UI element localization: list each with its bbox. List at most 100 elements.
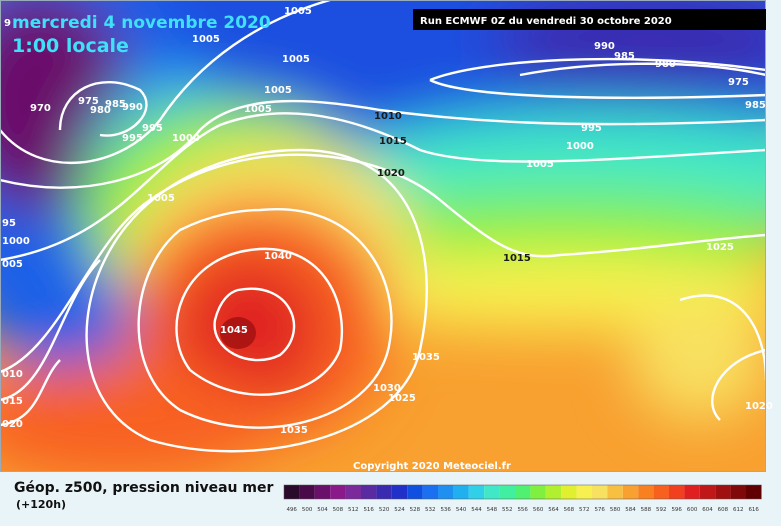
isobar-label: 1005 <box>284 6 312 17</box>
colorbar-label: 580 <box>610 507 621 513</box>
isobar-label: 1005 <box>264 85 292 96</box>
colorbar-swatch <box>715 485 731 499</box>
colorbar-label: 500 <box>302 507 313 513</box>
isobar-label: 1005 <box>282 54 310 65</box>
isobar-label: 985 <box>614 51 635 62</box>
isobar-labels: 1005 1005 1005 1005 970 975 980 985 990 … <box>2 6 773 436</box>
isobar-label: 980 <box>90 105 111 116</box>
colorbar-label: 560 <box>533 507 544 513</box>
colorbar-label: 540 <box>456 507 467 513</box>
colorbar-swatch <box>684 485 700 499</box>
isobar-label: 1020 <box>377 168 405 179</box>
run-label: Run ECMWF 0Z du vendredi 30 octobre 2020 <box>420 16 672 27</box>
colorbar-swatch <box>622 485 639 499</box>
colorbar-swatch <box>345 485 361 499</box>
map-border <box>0 0 766 472</box>
colorbar-swatch <box>453 485 469 499</box>
colorbar-swatch <box>669 485 685 499</box>
colorbar: 496 500 504 508 512 516 520 524 528 532 536 540 544 5… <box>283 484 762 513</box>
colorbar-swatch <box>592 485 608 499</box>
colorbar-swatch <box>407 485 423 499</box>
isobar-label: 020 <box>2 419 23 430</box>
isobar-label: 1015 <box>503 253 531 264</box>
isobar-label: 1025 <box>706 242 734 253</box>
colorbar-label: 556 <box>517 507 528 513</box>
colorbar-label: 616 <box>748 507 759 513</box>
colorbar-swatch <box>499 485 515 499</box>
isobar-label: 970 <box>30 103 51 114</box>
isobar-label: 985 <box>745 100 766 111</box>
colorbar-label: 596 <box>671 507 682 513</box>
colorbar-swatch <box>530 485 546 499</box>
colorbar-border <box>283 484 762 500</box>
isobar-label: 1015 <box>379 136 407 147</box>
isobar-label: 1010 <box>374 111 402 122</box>
isobar-label: 1000 <box>172 133 200 144</box>
colorbar-swatch <box>515 485 531 499</box>
isobar-label: 1005 <box>526 159 554 170</box>
colorbar-label: 564 <box>548 507 559 513</box>
colorbar-label: 592 <box>656 507 667 513</box>
isobar-label: 005 <box>2 259 23 270</box>
isobar-label: 1000 <box>2 236 30 247</box>
colorbar-label: 604 <box>702 507 713 513</box>
isobar-label: 975 <box>78 96 99 107</box>
colorbar-swatch <box>699 485 716 499</box>
colorbar-swatch <box>484 485 500 499</box>
isobar-label: 1020 <box>745 401 773 412</box>
isobar-label: 1005 <box>192 34 220 45</box>
footer-lead: (+120h) <box>16 498 66 511</box>
colorbar-swatch <box>391 485 408 499</box>
colorbar-swatch <box>607 485 623 499</box>
isobar-label: 95 <box>2 218 16 229</box>
colorbar-label: 536 <box>440 507 451 513</box>
colorbar-swatch <box>330 485 346 499</box>
colorbar-swatch <box>438 485 454 499</box>
colorbar-label: 520 <box>379 507 390 513</box>
run-box <box>413 9 766 30</box>
colorbar-label: 548 <box>487 507 498 513</box>
isobar-label: 010 <box>2 369 23 380</box>
colorbar-label: 512 <box>348 507 359 513</box>
isobar-label: 980 <box>655 59 676 70</box>
footer-title: Géop. z500, pression niveau mer <box>14 480 273 496</box>
isobars <box>0 0 766 453</box>
colorbar-label: 576 <box>594 507 605 513</box>
isobar-label: 1040 <box>264 251 292 262</box>
isobar-label: 1000 <box>566 141 594 152</box>
isobar-label: 995 <box>122 133 143 144</box>
isobar-label: 975 <box>728 77 749 88</box>
colorbar-label: 524 <box>394 507 405 513</box>
isobar-label: 1035 <box>412 352 440 363</box>
isobar-label: 990 <box>594 41 615 52</box>
copyright: Copyright 2020 Meteociel.fr <box>353 461 511 472</box>
colorbar-label: 544 <box>471 507 482 513</box>
colorbar-swatch <box>361 485 377 499</box>
isobar-label: 1030 <box>373 383 401 394</box>
colorbar-swatch <box>653 485 669 499</box>
colorbar-swatch <box>299 485 315 499</box>
colorbar-swatch <box>576 485 592 499</box>
colorbar-label: 528 <box>410 507 421 513</box>
colorbar-swatch <box>422 485 438 499</box>
colorbar-swatch <box>468 485 485 499</box>
colorbar-swatch <box>284 485 300 499</box>
colorbar-label: 516 <box>363 507 374 513</box>
colorbar-label: 584 <box>625 507 636 513</box>
isobar-label: 1005 <box>244 104 272 115</box>
colorbar-label: 600 <box>687 507 698 513</box>
isobar-label: 1035 <box>280 425 308 436</box>
isobar-label: 995 <box>581 123 602 134</box>
colorbar-swatch <box>730 485 746 499</box>
colorbar-swatch <box>545 485 562 499</box>
colorbar-label: 496 <box>286 507 297 513</box>
isobar-label: 015 <box>2 396 23 407</box>
colorbar-label: 588 <box>641 507 652 513</box>
isobar-label: 990 <box>122 102 143 113</box>
colorbar-label: 612 <box>733 507 744 513</box>
colorbar-label: 608 <box>718 507 729 513</box>
colorbar-label: 572 <box>579 507 590 513</box>
date-label: mercredi 4 novembre 2020 <box>12 13 271 33</box>
